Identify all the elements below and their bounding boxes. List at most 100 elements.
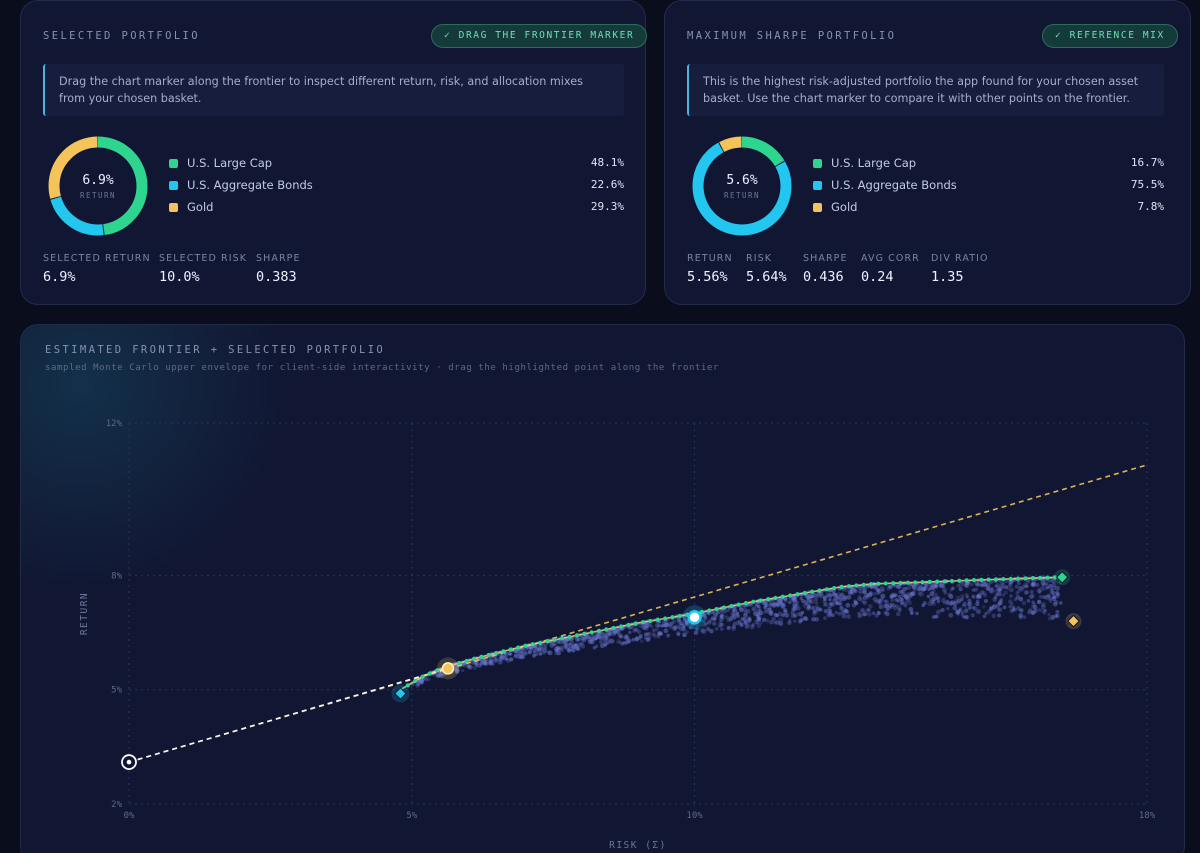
cloud-point [811,595,815,599]
cloud-point [541,650,546,655]
cloud-point [734,613,739,618]
frontier-point [1038,575,1043,580]
cloud-point [565,646,570,651]
x-tick-label: 5% [406,811,417,821]
frontier-point [501,649,506,654]
cloud-point [571,649,575,653]
cloud-point [1039,594,1043,599]
cloud-point [487,658,493,663]
cloud-point [1044,594,1050,600]
cloud-point [823,616,827,620]
y-tick-label: 2% [111,800,122,810]
cloud-point [682,633,687,638]
cloud-point [538,651,543,656]
cloud-point [1045,585,1050,590]
cloud-point [872,584,878,590]
cloud-point [462,662,468,668]
cloud-point [947,592,952,598]
frontier-point [957,578,962,583]
cloud-point [948,601,953,606]
cloud-point [891,592,895,596]
selected-portfolio-marker[interactable] [687,610,702,625]
cloud-point [847,590,853,596]
cloud-point [561,640,566,645]
cloud-point [837,594,843,600]
cloud-point [663,628,669,634]
cloud-point [775,613,780,618]
cloud-point [453,666,459,672]
stat-avg-corr: AVG CORR 0.24 [861,253,920,285]
frontier-point [751,599,756,604]
frontier-point [721,605,727,610]
cloud-point [1022,582,1027,587]
stat-value: 6.9% [43,269,76,285]
cloud-point [602,641,607,646]
cloud-point [675,624,679,629]
cloud-point [875,587,881,593]
cloud-point [641,625,646,630]
cloud-point [808,594,814,599]
cloud-point [936,599,941,604]
cloud-point [490,662,495,666]
cloud-point [516,654,521,659]
cloud-point [845,602,851,608]
cloud-point [776,599,781,604]
cloud-point [1035,582,1040,587]
frontier-point [971,578,977,583]
cloud-point [773,612,778,618]
frontier-point [567,634,572,639]
cloud-point [739,607,744,613]
cloud-point [662,623,666,628]
cloud-point [827,592,833,598]
frontier-point [795,592,800,597]
cloud-point [963,604,968,608]
cloud-point [868,591,873,595]
cloud-point [634,636,640,641]
frontier-chart[interactable]: 2% 5% 8% 12% 0% 5% 10% 18% RISK (Σ) RETURN [21,325,1185,853]
cloud-point [646,635,652,640]
cloud-point [841,588,845,592]
stat-selected-return: SELECTED RETURN 6.9% [43,253,151,285]
legend-pct: 22.6% [590,178,624,191]
cloud-point [588,636,594,642]
cloud-point [680,624,686,629]
cloud-point [948,594,954,599]
cloud-point [756,623,762,628]
cloud-point [730,610,736,616]
cloud-point [994,584,998,588]
cloud-point [900,597,904,602]
cloud-point [482,660,487,665]
cloud-point [880,593,886,599]
cloud-point [1032,602,1037,607]
cloud-point [956,583,961,588]
cloud-point [778,599,783,604]
cloud-point [679,627,683,632]
cloud-point [677,618,682,622]
cloud-point [799,596,804,601]
cloud-point [618,634,624,639]
legend-item-gold: Gold 7.8% [813,198,1164,218]
cloud-point [1031,582,1036,588]
cloud-point [580,637,584,641]
cloud-point [978,583,983,587]
cloud-point [436,672,442,678]
cloud-point [1021,585,1026,590]
frontier-point [817,588,822,593]
cloud-point [899,589,904,594]
cloud-point [791,596,796,601]
cloud-point [768,602,773,607]
cloud-point [827,613,833,618]
cloud-point [776,601,781,607]
stat-label: DIV RATIO [931,253,989,264]
cloud-point [685,622,690,626]
cloud-point [658,632,663,636]
cloud-point [844,587,849,592]
cloud-point [531,653,536,658]
cloud-point [1047,577,1053,583]
frontier-point [1023,576,1028,581]
cloud-point [735,620,741,626]
cloud-point [1040,580,1046,586]
cloud-point [535,652,539,657]
cloud-point [727,625,731,630]
cloud-point [838,601,843,606]
